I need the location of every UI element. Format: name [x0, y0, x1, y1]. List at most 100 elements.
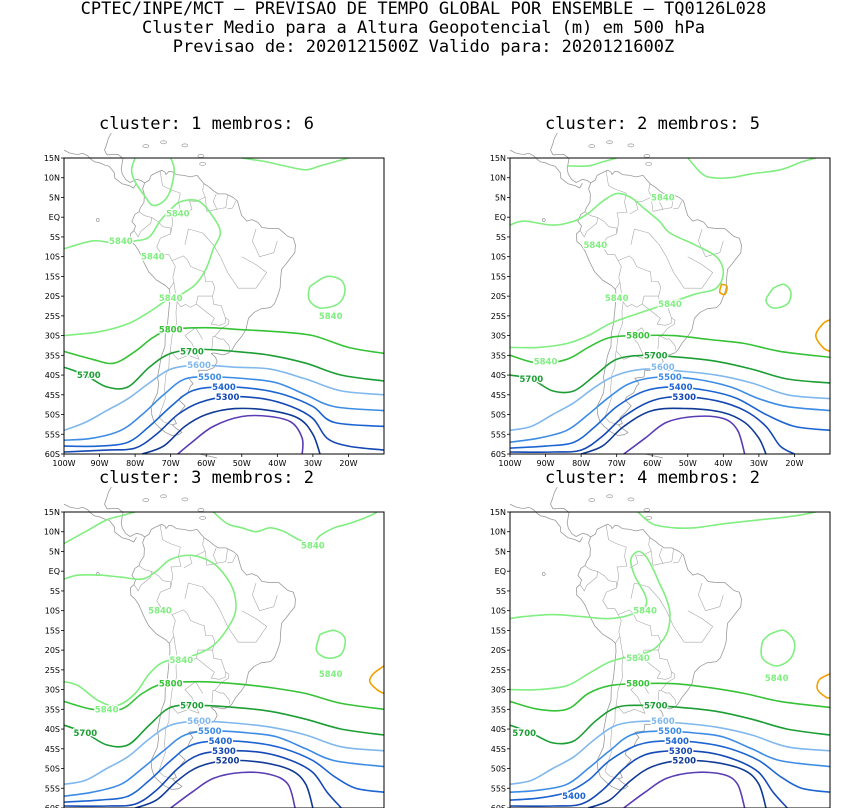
lon-tick-label: 20W	[339, 459, 357, 468]
lat-tick-label: 25S	[45, 312, 60, 321]
lat-tick-label: 5S	[496, 233, 506, 242]
contour-line-5200	[580, 407, 767, 454]
country-border	[184, 582, 221, 611]
contour-line-5840	[637, 512, 816, 530]
lat-tick-label: 5N	[49, 193, 60, 202]
lon-tick-label: 20W	[785, 459, 803, 468]
contour-label: 5840	[319, 670, 343, 680]
contour-line-5600	[510, 720, 830, 786]
island	[197, 508, 205, 512]
lat-tick-label: 25S	[491, 666, 506, 675]
country-border	[196, 296, 226, 326]
lat-tick-label: EQ	[49, 567, 60, 576]
country-border	[617, 255, 662, 308]
lat-tick-label: 45S	[491, 391, 506, 400]
island	[181, 497, 189, 502]
island	[142, 498, 150, 503]
lat-tick-label: 5N	[495, 547, 506, 556]
country-border	[227, 200, 237, 210]
lat-tick-label: 15S	[491, 626, 506, 635]
country-border	[196, 650, 226, 680]
lat-tick-label: 45S	[491, 745, 506, 754]
country-border	[662, 548, 674, 564]
lon-tick-label: 90W	[91, 459, 109, 468]
lat-tick-label: 30S	[491, 686, 506, 695]
contour-line-5880	[814, 319, 830, 353]
contour-line-5100	[177, 414, 304, 454]
contour-label: 5200	[216, 757, 240, 767]
country-border	[220, 610, 267, 643]
header-dates: Previsao de: 2020121500Z Valido para: 20…	[172, 37, 675, 57]
cluster-panel-1: cluster: 1 membros: 6 5840 5840 5840 5840 58…	[15, 114, 398, 468]
country-border	[605, 170, 628, 234]
country-border	[629, 537, 652, 569]
contour-line-5700	[510, 704, 830, 745]
lat-tick-label: 55S	[45, 784, 60, 793]
contour-label: 5840	[605, 294, 629, 304]
island	[606, 494, 613, 499]
contour-label: 5300	[669, 747, 693, 757]
country-border	[642, 650, 672, 680]
country-border	[220, 256, 267, 289]
island	[588, 498, 596, 503]
lat-tick-label: 55S	[45, 430, 60, 439]
contour-label: 5300	[672, 393, 696, 403]
country-border	[151, 217, 176, 290]
header-title: CPTEC/INPE/MCT – PREVISAO DE TEMPO GLOBA…	[80, 0, 767, 19]
lat-tick-label: 60S	[45, 804, 60, 808]
lat-tick-label: 40S	[45, 371, 60, 380]
country-border	[617, 609, 662, 662]
contour-line-5400	[510, 740, 830, 801]
lat-tick-label: 45S	[45, 391, 60, 400]
contour-line-5840	[765, 283, 792, 309]
map-1: 5840 5840 5840 5840 5840 5800 5700 5700 5600 5500…	[44, 132, 385, 468]
lat-tick-label: 50S	[491, 411, 506, 420]
country-border	[214, 317, 230, 351]
lat-tick-label: 10S	[491, 607, 506, 616]
map-frame: 15N 10N 5N EQ 5S 10S 15S 20S 25S 30S 35S 40S 45S 50S 5…	[44, 154, 385, 468]
contour-line-5800	[64, 680, 384, 712]
contour-label: 5840	[658, 300, 682, 310]
contour-label: 5400	[562, 792, 586, 802]
country-border	[616, 327, 649, 360]
lat-tick-label: 15S	[45, 626, 60, 635]
country-border	[171, 255, 216, 308]
contour-line-5880	[718, 283, 728, 296]
country-border	[184, 228, 221, 257]
lat-tick-label: 60S	[45, 450, 60, 459]
lat-tick-label: 55S	[491, 784, 506, 793]
coastline-central-america-pacific	[509, 503, 583, 543]
contour-line-5840	[510, 192, 725, 349]
plot-border	[509, 511, 831, 808]
lat-tick-label: 60S	[491, 450, 506, 459]
contour-line-5800	[510, 682, 830, 712]
lat-tick-label: 5N	[49, 547, 60, 556]
contour-line-5600	[510, 368, 830, 432]
contour-label: 5600	[187, 361, 211, 371]
lat-tick-label: 60S	[491, 804, 506, 808]
contour-label: 5800	[626, 332, 650, 342]
contour-label: 5400	[665, 737, 689, 747]
contour-line-5840	[212, 512, 378, 545]
island	[627, 497, 635, 502]
lat-tick-label: 30S	[45, 686, 60, 695]
contour-line-5840	[760, 629, 796, 667]
panel-title: cluster: 2 membros: 5	[545, 114, 760, 134]
lat-tick-label: 5N	[495, 193, 506, 202]
contour-label: 5800	[159, 326, 183, 336]
country-border	[216, 548, 228, 564]
coastline-central-america-pacific	[63, 149, 137, 189]
island	[627, 143, 635, 148]
lon-tick-label: 80W	[126, 459, 144, 468]
contour-label: 5500	[658, 373, 682, 383]
coastline-antarctica	[181, 453, 217, 459]
cluster-panel-2: cluster: 2 membros: 5 5840 5840 5840 5840 58…	[461, 114, 844, 468]
lon-tick-label: 100W	[498, 459, 521, 468]
lon-tick-label: 30W	[304, 459, 322, 468]
coastline-south-america	[576, 523, 742, 790]
lat-tick-label: EQ	[495, 213, 506, 222]
basemap	[63, 132, 296, 459]
lat-tick-label: 15S	[45, 272, 60, 281]
lon-tick-label: 80W	[572, 459, 590, 468]
country-border	[227, 554, 237, 564]
